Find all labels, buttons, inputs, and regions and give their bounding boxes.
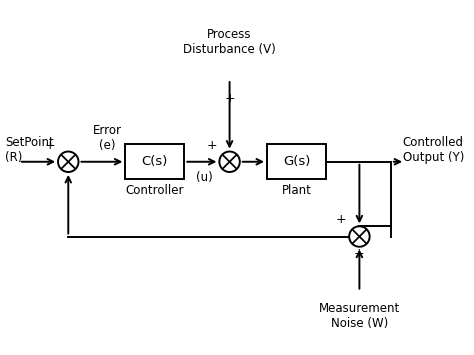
Text: Plant: Plant [282,184,311,197]
Text: G(s): G(s) [283,155,310,168]
Text: C(s): C(s) [142,155,168,168]
Text: +: + [44,139,55,152]
Text: Error
(e): Error (e) [93,124,122,152]
Circle shape [58,152,79,172]
Text: SetPoint
(R): SetPoint (R) [5,136,54,164]
Text: +: + [354,247,365,260]
Text: Controller: Controller [126,184,184,197]
Text: (u): (u) [196,171,213,184]
FancyBboxPatch shape [125,144,184,180]
Text: +: + [206,139,217,152]
FancyBboxPatch shape [267,144,326,180]
Text: Process
Disturbance (V): Process Disturbance (V) [183,28,276,55]
Text: +: + [336,213,346,226]
Text: -: - [66,174,71,187]
Text: Measurement
Noise (W): Measurement Noise (W) [319,302,400,330]
Text: +: + [224,92,235,105]
Circle shape [219,152,240,172]
Text: Controlled
Output (Y): Controlled Output (Y) [403,136,464,164]
Circle shape [349,226,370,247]
